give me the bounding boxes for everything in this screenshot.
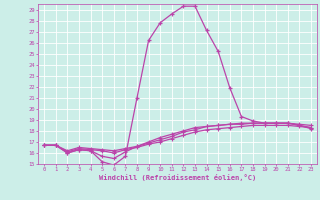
- X-axis label: Windchill (Refroidissement éolien,°C): Windchill (Refroidissement éolien,°C): [99, 174, 256, 181]
